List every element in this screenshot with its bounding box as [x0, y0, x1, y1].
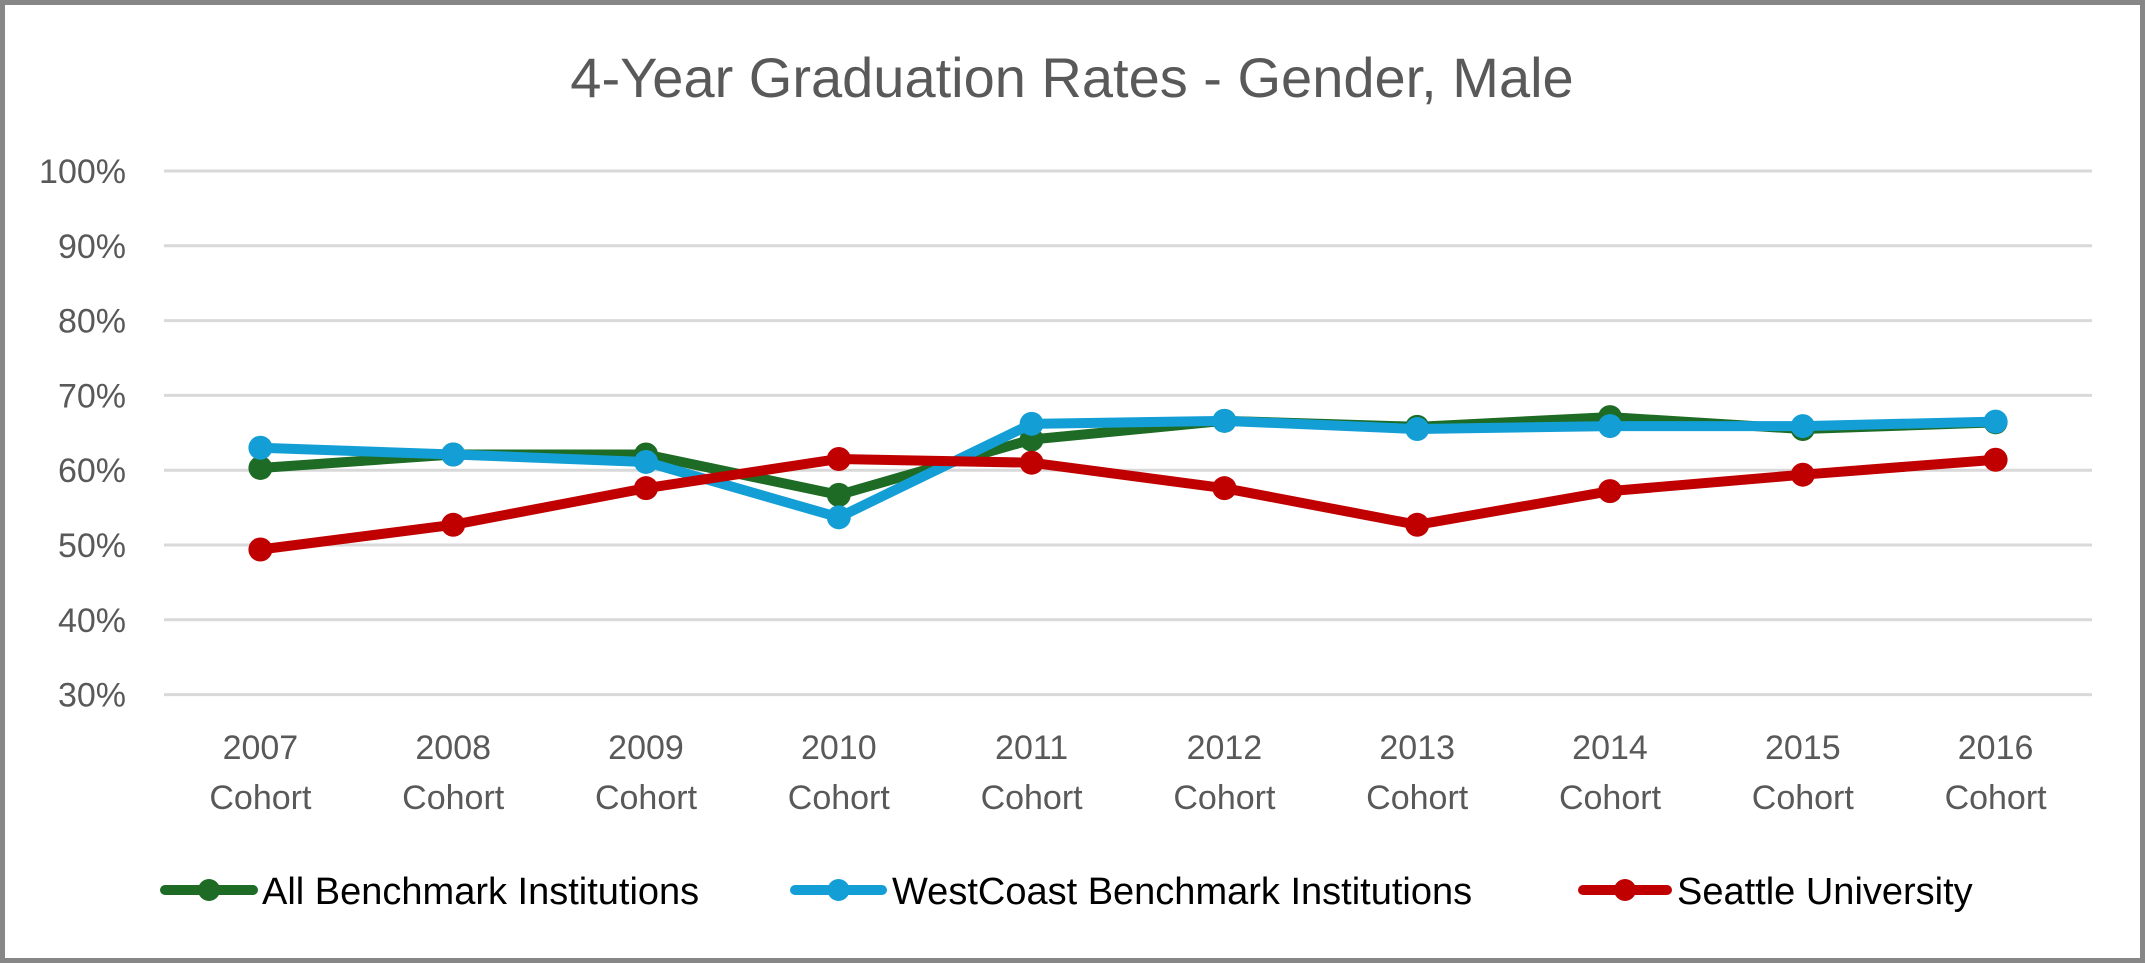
legend-item[interactable]: WestCoast Benchmark Institutions [790, 871, 1472, 913]
legend: All Benchmark Institutions WestCoast Benc… [160, 871, 1973, 913]
series-group [248, 405, 2008, 562]
data-point[interactable] [1212, 408, 1237, 433]
legend-marker-icon [1614, 879, 1636, 901]
x-tick-label-year: 2016 [1958, 729, 2034, 767]
legend-label: All Benchmark Institutions [262, 871, 699, 913]
y-tick-label: 50% [58, 527, 126, 565]
data-point[interactable] [1598, 479, 1622, 504]
y-tick-label: 90% [58, 228, 126, 266]
x-tick-label-cohort: Cohort [981, 779, 1084, 817]
chart-title: 4-Year Graduation Rates - Gender, Male [570, 46, 1573, 109]
x-tick-label-cohort: Cohort [1173, 779, 1276, 817]
data-point[interactable] [634, 449, 658, 474]
data-point[interactable] [1983, 447, 2008, 472]
data-point[interactable] [826, 446, 851, 471]
y-tick-label: 70% [58, 377, 126, 415]
data-point[interactable] [826, 482, 851, 507]
data-point[interactable] [1019, 450, 1044, 475]
x-tick-label-cohort: Cohort [209, 779, 312, 817]
x-tick-label-cohort: Cohort [1945, 779, 2048, 817]
x-tick-label-year: 2015 [1765, 729, 1841, 767]
data-point[interactable] [634, 476, 658, 501]
y-tick-label: 100% [39, 153, 126, 191]
x-tick-label-cohort: Cohort [1366, 779, 1469, 817]
legend-marker-icon [827, 879, 850, 901]
data-point[interactable] [248, 455, 273, 480]
x-axis-tick-labels: 2007 Cohort 2008 Cohort 2009 Cohort 2010 Cohort… [209, 729, 2047, 817]
data-point[interactable] [248, 435, 273, 460]
y-tick-label: 60% [58, 452, 126, 490]
data-point[interactable] [1019, 411, 1044, 436]
x-tick-label-year: 2013 [1379, 729, 1455, 767]
data-point[interactable] [248, 537, 273, 562]
series-2 [248, 446, 2008, 562]
data-point[interactable] [1983, 409, 2008, 434]
legend-marker-icon [198, 879, 220, 901]
legend-label: Seattle University [1677, 871, 1973, 913]
data-point[interactable] [1405, 417, 1430, 442]
x-tick-label-year: 2014 [1572, 729, 1648, 767]
x-tick-label-year: 2011 [995, 729, 1068, 767]
x-tick-label-cohort: Cohort [1752, 779, 1855, 817]
y-axis-tick-labels: 100% 90% 80% 70% 60% 50% 40% 30% [39, 153, 126, 715]
data-point[interactable] [441, 512, 466, 537]
x-tick-label-cohort: Cohort [595, 779, 698, 817]
data-point[interactable] [1598, 414, 1622, 439]
x-tick-label-cohort: Cohort [1559, 779, 1662, 817]
legend-item[interactable]: All Benchmark Institutions [160, 871, 699, 913]
x-tick-label-year: 2012 [1187, 729, 1263, 767]
legend-item[interactable]: Seattle University [1578, 871, 1973, 913]
y-tick-label: 30% [58, 677, 126, 715]
series-line [255, 415, 2001, 523]
y-tick-label: 80% [58, 303, 126, 341]
data-point[interactable] [1212, 476, 1237, 501]
data-point[interactable] [1790, 414, 1815, 439]
x-tick-label-cohort: Cohort [402, 779, 505, 817]
x-tick-label-year: 2007 [223, 729, 299, 767]
x-tick-label-year: 2009 [608, 729, 684, 767]
x-tick-label-cohort: Cohort [788, 779, 891, 817]
legend-label: WestCoast Benchmark Institutions [892, 871, 1472, 913]
series-line [255, 453, 2001, 555]
data-point[interactable] [441, 442, 466, 467]
x-tick-label-year: 2008 [415, 729, 491, 767]
x-tick-label-year: 2010 [801, 729, 877, 767]
series-1 [248, 408, 2008, 530]
y-tick-label: 40% [58, 602, 126, 640]
data-point[interactable] [1790, 462, 1815, 487]
gridlines [164, 169, 2092, 697]
data-point[interactable] [1405, 512, 1430, 537]
data-point[interactable] [826, 505, 851, 530]
